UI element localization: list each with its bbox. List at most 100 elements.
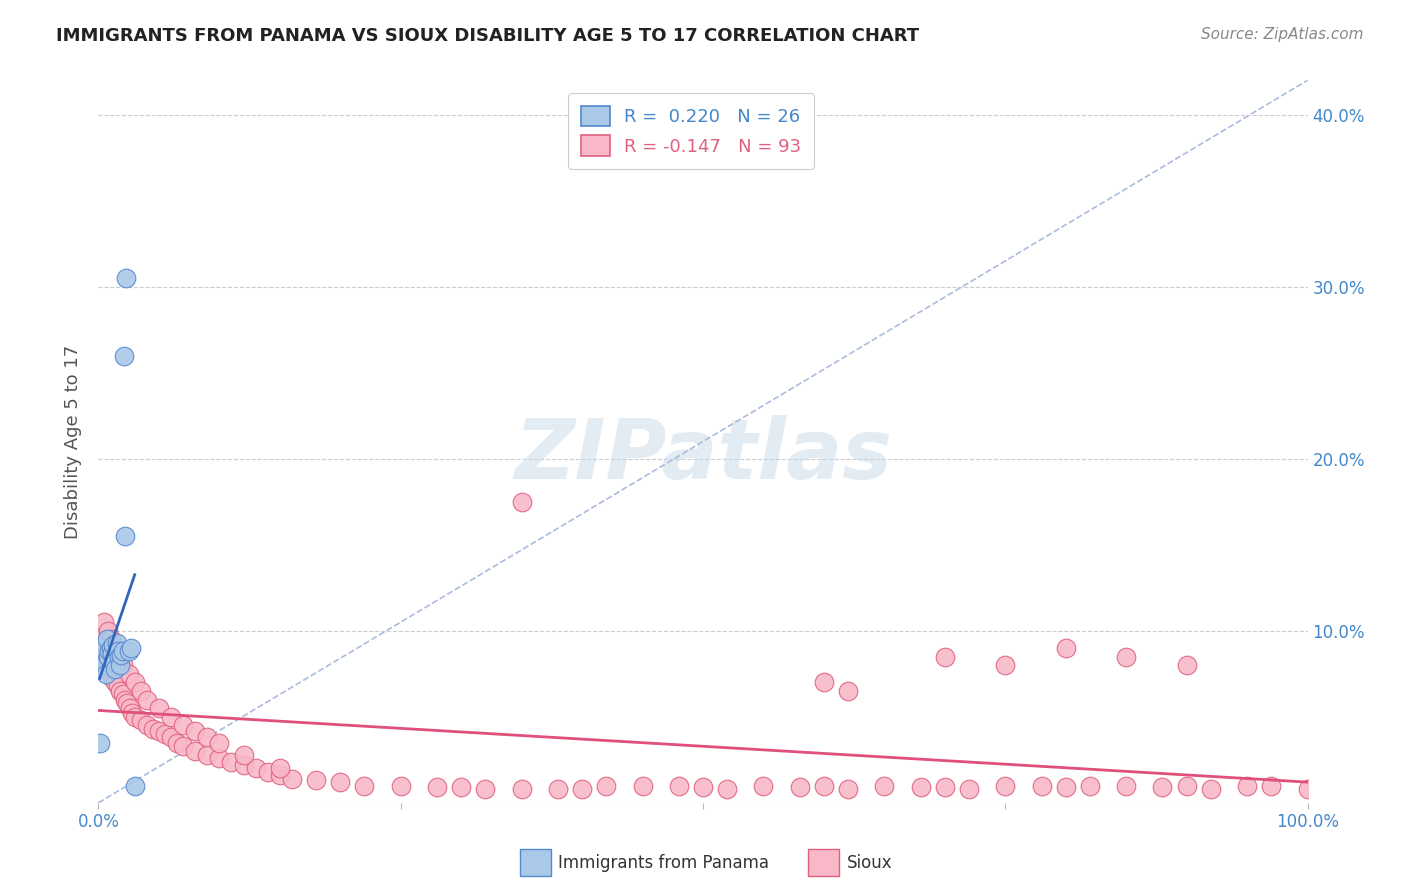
Point	[124, 779, 146, 793]
Point	[96, 658, 118, 673]
Point	[450, 780, 472, 795]
Point	[91, 640, 114, 655]
Point	[115, 271, 138, 285]
Point	[245, 761, 267, 775]
Point	[118, 701, 141, 715]
Point	[1175, 779, 1198, 793]
Point	[221, 755, 243, 769]
Point	[129, 684, 152, 698]
Point	[124, 675, 146, 690]
Text: Source: ZipAtlas.com: Source: ZipAtlas.com	[1201, 27, 1364, 42]
Point	[94, 666, 117, 681]
Point	[1078, 779, 1101, 793]
Point	[91, 632, 114, 647]
Point	[100, 666, 122, 681]
Point	[91, 649, 114, 664]
Point	[813, 675, 835, 690]
Point	[98, 662, 121, 676]
Point	[101, 640, 124, 655]
Point	[90, 658, 112, 673]
Point	[195, 747, 218, 762]
Point	[118, 644, 141, 658]
Point	[108, 655, 131, 669]
Point	[120, 640, 142, 655]
Point	[195, 731, 218, 745]
Point	[547, 782, 569, 797]
Point	[789, 780, 811, 795]
Point	[108, 658, 131, 673]
Point	[101, 672, 124, 686]
Text: Sioux: Sioux	[846, 854, 891, 871]
Point	[108, 684, 131, 698]
Point	[208, 751, 231, 765]
Point	[994, 779, 1017, 793]
Point	[166, 735, 188, 749]
Point	[910, 780, 932, 795]
Point	[135, 692, 157, 706]
Point	[104, 675, 127, 690]
Point	[142, 722, 165, 736]
Point	[100, 646, 122, 660]
Point	[101, 638, 124, 652]
Point	[837, 782, 859, 797]
Point	[135, 718, 157, 732]
Point	[305, 773, 328, 788]
Point	[232, 747, 254, 762]
Point	[957, 782, 980, 797]
Point	[107, 644, 129, 658]
Point	[256, 764, 278, 779]
Point	[631, 779, 654, 793]
Point	[873, 779, 896, 793]
Y-axis label: Disability Age 5 to 17: Disability Age 5 to 17	[65, 344, 83, 539]
Point	[1152, 780, 1174, 795]
Point	[96, 632, 118, 647]
Point	[110, 648, 132, 662]
Text: IMMIGRANTS FROM PANAMA VS SIOUX DISABILITY AGE 5 TO 17 CORRELATION CHART: IMMIGRANTS FROM PANAMA VS SIOUX DISABILI…	[56, 27, 920, 45]
Point	[97, 624, 120, 638]
Point	[111, 644, 134, 658]
Point	[148, 723, 170, 738]
Point	[117, 696, 139, 710]
Point	[93, 649, 115, 664]
Point	[114, 692, 136, 706]
Point	[160, 710, 183, 724]
Legend: R =  0.220   N = 26, R = -0.147   N = 93: R = 0.220 N = 26, R = -0.147 N = 93	[568, 93, 814, 169]
Point	[107, 679, 129, 693]
Point	[934, 649, 956, 664]
Point	[232, 758, 254, 772]
Point	[129, 713, 152, 727]
Point	[118, 666, 141, 681]
Point	[426, 780, 449, 795]
Point	[100, 632, 122, 647]
Point	[813, 779, 835, 793]
Point	[1175, 658, 1198, 673]
Point	[153, 727, 176, 741]
Point	[571, 782, 593, 797]
Point	[172, 739, 194, 753]
Point	[510, 494, 533, 508]
Point	[692, 780, 714, 795]
Point	[353, 779, 375, 793]
Point	[389, 779, 412, 793]
Point	[994, 658, 1017, 673]
Point	[184, 723, 207, 738]
Point	[716, 782, 738, 797]
Point	[105, 636, 128, 650]
Point	[111, 687, 134, 701]
Point	[111, 658, 134, 673]
Point	[1260, 779, 1282, 793]
Text: ZIPatlas: ZIPatlas	[515, 416, 891, 497]
Point	[108, 649, 131, 664]
Point	[329, 775, 352, 789]
Point	[121, 706, 143, 721]
Point	[934, 780, 956, 795]
Point	[668, 779, 690, 793]
Point	[1031, 779, 1053, 793]
Point	[1054, 780, 1077, 795]
Point	[160, 731, 183, 745]
Point	[1054, 640, 1077, 655]
Text: Immigrants from Panama: Immigrants from Panama	[558, 854, 769, 871]
Point	[474, 782, 496, 797]
Point	[98, 644, 121, 658]
Point	[105, 649, 128, 664]
